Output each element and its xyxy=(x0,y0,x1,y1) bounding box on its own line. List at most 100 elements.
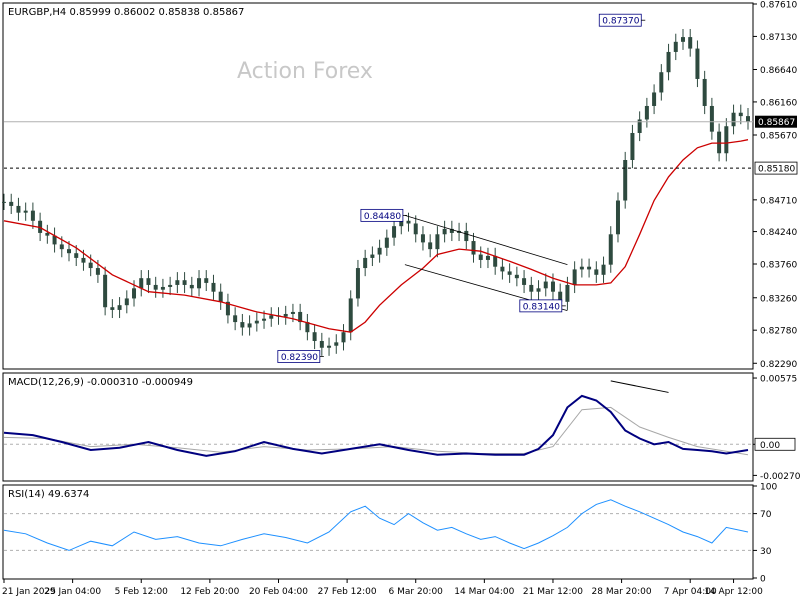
price-body xyxy=(738,112,743,117)
x-tick-label: 5 Feb 12:00 xyxy=(115,587,169,597)
x-tick-label: 6 Mar 20:00 xyxy=(389,587,444,597)
price-body xyxy=(644,105,649,120)
price-body xyxy=(399,220,404,227)
macd-zero-badge xyxy=(754,437,796,451)
price-body xyxy=(746,116,750,122)
price-body xyxy=(16,205,21,213)
x-tick-label: 20 Feb 04:00 xyxy=(249,587,308,597)
price-body xyxy=(211,282,216,292)
price-y-tick-label: 0.82290 xyxy=(760,360,797,370)
price-body xyxy=(327,345,332,348)
rsi-panel[interactable]: RSI(14) 49.6374 100 70 30 0 xyxy=(2,483,777,585)
rsi-y-tick-label: 70 xyxy=(760,510,772,520)
price-body xyxy=(550,281,555,292)
price-body xyxy=(731,112,736,127)
price-body xyxy=(218,291,223,302)
watermark: Action Forex xyxy=(237,59,373,84)
price-y-tick-label: 0.87610 xyxy=(760,1,797,11)
price-body xyxy=(709,105,714,132)
price-body xyxy=(608,234,613,265)
price-body xyxy=(30,210,35,221)
price-body xyxy=(153,284,158,290)
price-body xyxy=(348,298,353,333)
price-y-tick-label: 0.86160 xyxy=(760,98,797,108)
current-price-badge xyxy=(755,115,797,128)
rsi-y-tick-label: 100 xyxy=(760,483,777,493)
price-body xyxy=(312,332,317,341)
price-body xyxy=(319,340,324,348)
price-body xyxy=(572,269,577,285)
price-body xyxy=(182,280,187,285)
price-body xyxy=(652,92,657,106)
price-body xyxy=(615,200,620,235)
price-body xyxy=(233,315,238,323)
divergence-line xyxy=(610,380,669,393)
price-body xyxy=(695,48,700,79)
rsi-title: RSI(14) 49.6374 xyxy=(8,489,89,500)
price-body xyxy=(132,288,137,299)
price-body xyxy=(500,266,505,272)
price-body xyxy=(471,241,476,255)
price-body xyxy=(406,220,411,224)
macd-panel[interactable]: MACD(12,26,9) -0.000310 -0.000949 0.0057… xyxy=(2,372,800,482)
x-tick-label: 28 Mar 20:00 xyxy=(592,587,652,597)
price-body xyxy=(543,281,548,289)
price-panel-frame xyxy=(2,2,754,370)
price-body xyxy=(197,278,202,289)
x-tick-label: 29 Jan 04:00 xyxy=(44,587,101,597)
price-body xyxy=(717,131,722,154)
x-tick-label: 7 Apr 04:00 xyxy=(664,587,717,597)
price-body xyxy=(110,307,115,310)
price-title: EURGBP,H4 0.85999 0.86002 0.85838 0.8586… xyxy=(8,7,244,18)
x-tick-label: 12 Feb 20:00 xyxy=(180,587,239,597)
price-body xyxy=(139,278,144,289)
price-body xyxy=(45,232,50,236)
price-y-tick-label: 0.82780 xyxy=(760,327,797,337)
rsi-y-tick-label: 0 xyxy=(760,575,766,585)
price-y-tick-label: 0.86640 xyxy=(760,66,797,76)
price-panel[interactable]: EURGBP,H4 0.85999 0.86002 0.85838 0.8586… xyxy=(2,1,797,370)
support-level-label: 0.85180 xyxy=(758,165,795,175)
price-body xyxy=(160,286,165,290)
price-body xyxy=(688,37,693,49)
price-body xyxy=(290,311,295,314)
price-body xyxy=(623,160,628,201)
price-body xyxy=(680,37,685,42)
price-body xyxy=(146,278,151,285)
rsi-panel-frame xyxy=(2,484,754,580)
price-body xyxy=(305,322,310,333)
price-body xyxy=(442,228,447,235)
price-body xyxy=(420,234,425,243)
rsi-line xyxy=(3,499,749,551)
price-body xyxy=(2,201,6,203)
moving-average-line xyxy=(3,139,749,333)
price-body xyxy=(175,280,180,285)
price-annotation-label: 0.83140 xyxy=(523,302,560,312)
price-annotation-label: 0.87370 xyxy=(602,17,639,27)
price-body xyxy=(392,226,397,238)
price-body xyxy=(413,223,418,235)
price-body xyxy=(478,254,483,260)
price-body xyxy=(355,268,360,299)
macd-panel-frame xyxy=(2,372,754,482)
price-body xyxy=(59,244,64,250)
price-body xyxy=(262,318,267,321)
price-y-tick-label: 0.83260 xyxy=(760,294,797,304)
price-body xyxy=(117,305,122,310)
price-body xyxy=(666,51,671,73)
support-level-badge xyxy=(754,161,798,175)
price-body xyxy=(225,301,230,316)
price-body xyxy=(254,320,259,324)
price-body xyxy=(298,311,303,323)
price-y-tick-label: 0.84710 xyxy=(760,196,797,206)
price-body xyxy=(95,268,100,275)
price-body xyxy=(637,119,642,133)
price-body xyxy=(74,253,79,258)
price-y-tick-label: 0.85670 xyxy=(760,132,797,142)
price-body xyxy=(673,41,678,52)
price-body xyxy=(269,315,274,319)
price-body xyxy=(247,323,252,328)
price-body xyxy=(370,254,375,258)
